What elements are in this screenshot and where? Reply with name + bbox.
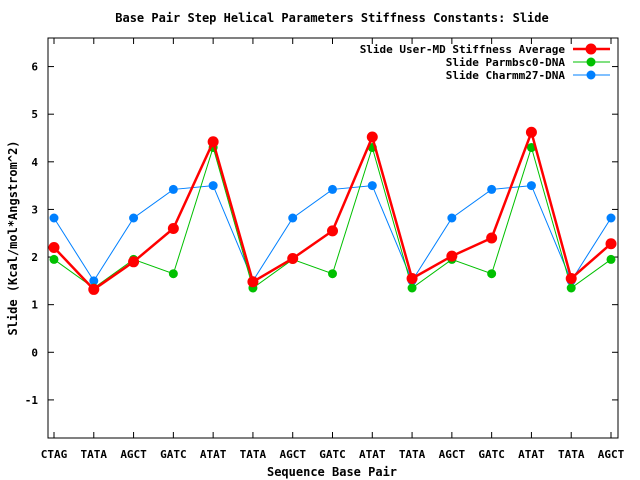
- y-tick-label: 1: [31, 299, 38, 312]
- data-point: [207, 136, 219, 148]
- data-point: [89, 276, 99, 286]
- data-point: [328, 269, 337, 279]
- legend-marker: [586, 70, 596, 80]
- data-point: [288, 213, 298, 223]
- data-point: [49, 213, 59, 223]
- x-tick-label: TATA: [81, 448, 108, 461]
- legend-marker: [585, 43, 597, 55]
- y-axis: -1 0 1 2 3 4 5 6: [25, 61, 618, 407]
- x-tick-label: AGCT: [279, 448, 306, 461]
- data-point: [606, 213, 616, 223]
- data-point: [525, 126, 537, 138]
- data-point: [167, 222, 179, 234]
- data-point: [168, 269, 178, 279]
- data-point: [328, 184, 337, 194]
- y-tick-label: 5: [31, 108, 38, 121]
- data-point: [606, 254, 616, 264]
- data-point: [208, 181, 218, 191]
- x-axis: CTAG TATA AGCT GATC ATAT TATA AGCT GATC ATAT TATA…: [41, 38, 625, 461]
- x-tick-label: GATC: [478, 448, 505, 461]
- data-point: [129, 213, 139, 223]
- data-point: [367, 181, 377, 191]
- data-point: [565, 272, 577, 284]
- y-tick-label: 6: [31, 61, 38, 74]
- x-tick-label: ATAT: [359, 448, 386, 461]
- y-tick-label: 4: [31, 156, 38, 169]
- data-point: [128, 256, 140, 268]
- data-point: [48, 242, 60, 254]
- y-tick-label: 3: [31, 203, 38, 216]
- x-tick-label: AGCT: [439, 448, 466, 461]
- x-tick-label: GATC: [319, 448, 346, 461]
- data-point: [168, 184, 178, 194]
- x-tick-label: TATA: [399, 448, 426, 461]
- data-point: [327, 225, 338, 237]
- data-point: [88, 283, 100, 295]
- data-point: [407, 283, 417, 293]
- data-point: [605, 238, 617, 250]
- data-point: [366, 131, 378, 143]
- y-tick-label: 2: [31, 251, 38, 264]
- legend-label: Slide Parmbsc0-DNA: [446, 56, 566, 69]
- x-tick-label: ATAT: [200, 448, 227, 461]
- series-0: [48, 126, 617, 295]
- legend-label: Slide User-MD Stiffness Average: [360, 43, 566, 56]
- data-point: [487, 269, 497, 279]
- data-point: [526, 181, 536, 191]
- x-tick-label: ATAT: [518, 448, 545, 461]
- data-point: [406, 272, 418, 284]
- data-point: [486, 232, 498, 244]
- data-point: [287, 252, 299, 264]
- data-point: [487, 184, 497, 194]
- chart-title: Base Pair Step Helical Parameters Stiffn…: [115, 11, 548, 25]
- series-group: [48, 126, 617, 295]
- data-point: [447, 213, 457, 223]
- x-tick-label: GATC: [160, 448, 187, 461]
- x-tick-label: AGCT: [120, 448, 147, 461]
- data-point: [566, 283, 576, 293]
- x-axis-label: Sequence Base Pair: [267, 465, 397, 479]
- x-tick-label: AGCT: [598, 448, 625, 461]
- series-line: [53, 128, 612, 292]
- y-axis-label: Slide (Kcal/mol*Angstrom^2): [6, 140, 20, 335]
- data-point: [49, 254, 59, 264]
- data-point: [446, 250, 458, 262]
- y-tick-label: 0: [31, 346, 38, 359]
- plot-frame: [47, 37, 619, 439]
- y-tick-label: -1: [25, 394, 39, 407]
- legend-marker: [586, 57, 596, 67]
- legend-label: Slide Charmm27-DNA: [446, 69, 566, 82]
- data-point: [247, 276, 259, 288]
- x-tick-label: TATA: [558, 448, 585, 461]
- x-tick-label: TATA: [240, 448, 267, 461]
- x-tick-label: CTAG: [41, 448, 68, 461]
